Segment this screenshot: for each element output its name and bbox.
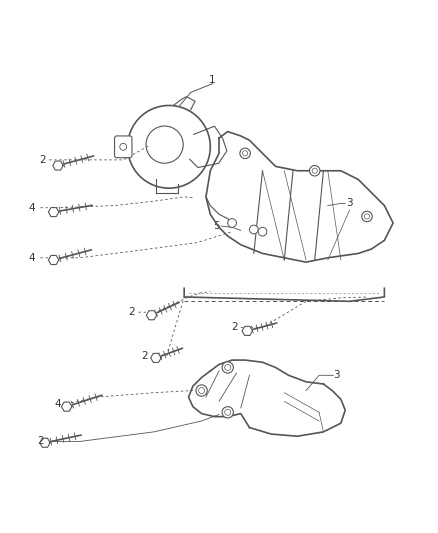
Circle shape	[250, 225, 258, 234]
Circle shape	[196, 385, 207, 396]
Text: 4: 4	[28, 253, 35, 263]
Polygon shape	[151, 353, 161, 362]
Text: 3: 3	[333, 370, 340, 381]
Circle shape	[258, 228, 267, 236]
Circle shape	[228, 219, 237, 228]
Circle shape	[362, 211, 372, 222]
Text: 5: 5	[213, 221, 220, 231]
Text: 2: 2	[142, 351, 148, 361]
Text: 1: 1	[209, 75, 216, 85]
Circle shape	[222, 362, 233, 373]
Text: 2: 2	[129, 307, 135, 317]
Text: 2: 2	[231, 322, 237, 333]
Polygon shape	[146, 311, 157, 320]
Text: 4: 4	[28, 203, 35, 213]
Polygon shape	[242, 326, 253, 335]
Polygon shape	[61, 402, 72, 411]
Circle shape	[240, 148, 251, 158]
Circle shape	[222, 407, 233, 418]
Polygon shape	[40, 438, 50, 447]
Text: 4: 4	[55, 399, 61, 409]
Text: 2: 2	[39, 155, 46, 165]
Text: 2: 2	[37, 437, 44, 447]
Circle shape	[310, 166, 320, 176]
Polygon shape	[48, 255, 59, 264]
Polygon shape	[48, 207, 59, 216]
FancyBboxPatch shape	[115, 136, 132, 158]
Text: 3: 3	[346, 198, 353, 208]
Polygon shape	[53, 161, 63, 170]
